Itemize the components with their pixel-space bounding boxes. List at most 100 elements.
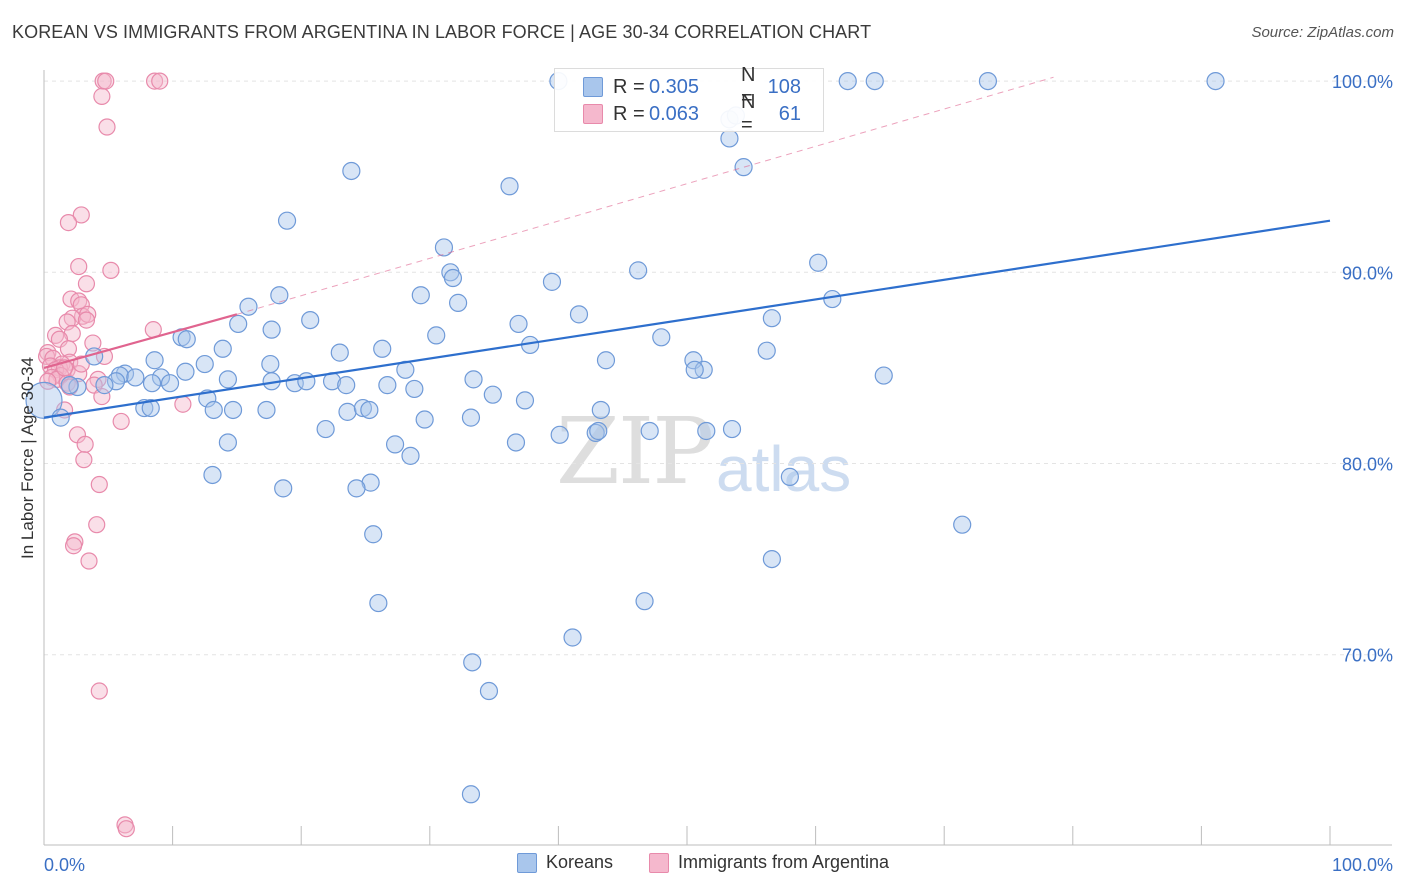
korean-point xyxy=(640,421,659,441)
argentina-point xyxy=(80,552,98,570)
korean-point xyxy=(809,253,828,272)
korean-point xyxy=(586,423,605,443)
n-value-koreans: 108 xyxy=(767,75,801,98)
korean-point xyxy=(874,366,893,385)
n-label: N = xyxy=(741,91,756,136)
korean-point xyxy=(596,351,616,370)
korean-point xyxy=(177,330,196,349)
korean-point xyxy=(261,354,280,374)
y-tick-label: 90.0% xyxy=(1342,263,1393,283)
argentina-point xyxy=(59,340,78,358)
argentina-legend-swatch xyxy=(648,852,669,873)
r-value-argentina: 0.063 xyxy=(649,102,700,125)
korean-point xyxy=(509,314,528,334)
korean-point xyxy=(203,465,222,485)
axes xyxy=(43,70,1392,846)
argentina-point xyxy=(102,261,120,279)
korean-point xyxy=(95,376,114,395)
korean-point xyxy=(464,370,483,389)
argentina-point xyxy=(75,451,93,469)
korean-point xyxy=(360,400,379,420)
korean-point xyxy=(443,268,463,288)
korean-point xyxy=(176,362,195,381)
stats-legend: R = 0.305 N = 108 R = 0.063 N = 61 xyxy=(554,64,824,136)
argentina-swatch xyxy=(583,104,603,124)
korean-point xyxy=(373,339,392,358)
korean-point xyxy=(757,341,776,360)
korean-point xyxy=(685,360,704,379)
legend-label-argentina: Immigrants from Argentina xyxy=(677,852,890,872)
korean-point xyxy=(338,402,357,421)
korean-point xyxy=(223,400,243,420)
korean-points xyxy=(25,71,1225,804)
korean-point xyxy=(151,368,171,387)
n-value-argentina: 61 xyxy=(778,102,801,125)
legend-item-koreans[interactable]: Koreans xyxy=(516,852,613,873)
korean-point xyxy=(385,435,405,454)
korean-point xyxy=(591,400,610,420)
korean-point xyxy=(427,326,446,345)
korean-point xyxy=(722,419,742,439)
korean-point xyxy=(1206,71,1225,91)
argentina-point xyxy=(145,72,164,90)
argentina-trend-line xyxy=(43,313,238,369)
koreans-swatch xyxy=(583,77,603,97)
n-label: N = xyxy=(741,64,756,109)
korean-point xyxy=(500,177,519,196)
argentina-point xyxy=(88,516,106,534)
korean-point xyxy=(218,370,237,389)
argentina-point xyxy=(79,305,97,323)
trend-lines xyxy=(43,76,1331,419)
korean-point xyxy=(25,381,63,420)
korean-point xyxy=(145,351,164,370)
argentina-point xyxy=(37,347,56,366)
y-tick-label: 100.0% xyxy=(1332,72,1393,92)
korean-point xyxy=(60,376,79,395)
argentina-point xyxy=(77,311,96,329)
y-tick-label: 80.0% xyxy=(1342,455,1393,475)
r-label: R = xyxy=(613,75,645,98)
korean-point xyxy=(277,211,297,230)
argentina-point xyxy=(151,72,169,90)
korean-point xyxy=(589,421,608,441)
legend-item-argentina[interactable]: Immigrants from Argentina xyxy=(648,852,890,873)
korean-point xyxy=(461,408,481,427)
korean-point xyxy=(569,305,589,324)
korean-point xyxy=(823,289,842,309)
korean-point xyxy=(463,653,482,672)
korean-point xyxy=(342,161,361,181)
korean-point xyxy=(297,372,316,391)
korean-point xyxy=(347,479,366,498)
tick-labels: 70.0% 80.0% 90.0% 100.0% 0.0% 100.0% xyxy=(44,72,1393,875)
x-tick-label-min: 0.0% xyxy=(44,855,85,875)
argentina-point xyxy=(39,372,57,390)
argentina-point xyxy=(70,257,88,276)
koreans-legend-swatch xyxy=(516,852,537,873)
korean-point xyxy=(195,354,214,374)
korean-point xyxy=(953,515,972,534)
korean-point xyxy=(239,297,258,316)
argentina-point xyxy=(98,118,116,136)
gridlines xyxy=(44,80,1392,656)
korean-point xyxy=(461,785,481,804)
korean-point xyxy=(301,311,320,330)
korean-point xyxy=(257,400,276,420)
korean-point xyxy=(563,628,582,647)
korean-point xyxy=(126,368,145,387)
korean-point xyxy=(316,419,335,439)
korean-point xyxy=(213,339,232,358)
korean-point xyxy=(141,398,160,418)
korean-point xyxy=(838,71,857,91)
korean-point xyxy=(448,293,468,312)
korean-point xyxy=(652,328,671,347)
argentina-point xyxy=(174,395,192,413)
korean-point xyxy=(218,433,237,452)
korean-point xyxy=(542,272,562,291)
argentina-point xyxy=(59,213,78,232)
argentina-point xyxy=(93,87,111,105)
korean-point xyxy=(697,421,716,441)
korean-point xyxy=(550,425,569,444)
argentina-point xyxy=(84,334,102,352)
bottom-legend: Koreans Immigrants from Argentina xyxy=(0,852,1406,873)
korean-point xyxy=(51,408,70,427)
